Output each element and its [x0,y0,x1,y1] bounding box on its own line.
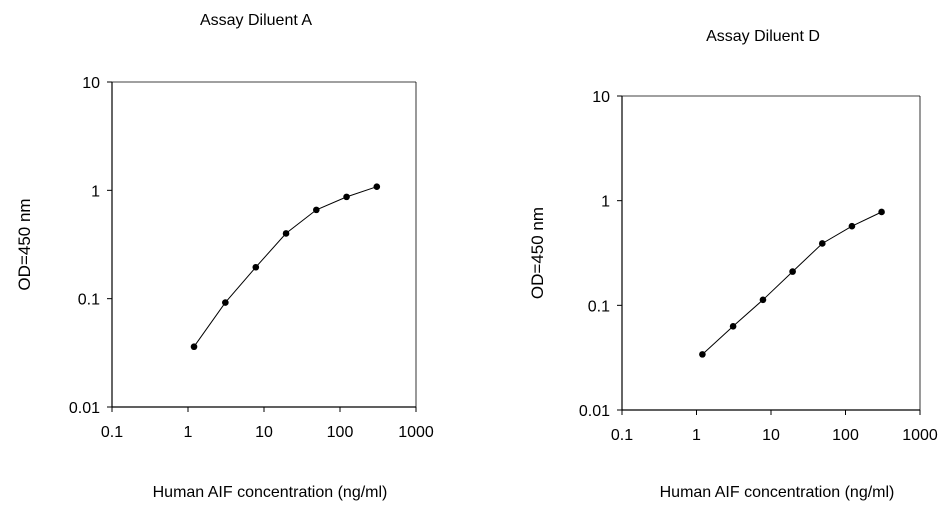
x-tick-label: 1000 [398,424,434,441]
x-tick-label: 1 [184,424,193,441]
x-tick-label: 100 [327,424,354,441]
x-tick-label: 1 [692,427,701,444]
data-point [729,323,737,330]
chart-title: Assay Diluent A [200,12,312,29]
y-tick-label: 0.01 [69,400,100,417]
data-point [222,299,229,306]
data-point [343,193,350,201]
data-point [313,206,320,214]
chart-panel-1: Assay Diluent A0.1 1 10 100 10000.010.1110Hu… [15,12,434,501]
y-tick-label: 1 [601,194,610,211]
x-tick-label: 0.1 [101,424,123,441]
data-point [190,343,198,351]
data-point [759,296,767,304]
y-tick-label: 0.1 [588,298,610,315]
y-tick-label: 0.1 [78,292,100,309]
x-tick-label: 100 [832,427,859,444]
y-tick-label: 1 [91,183,100,200]
series-line [702,211,882,355]
y-tick-label: 10 [592,89,610,106]
y-tick-label: 10 [82,75,100,92]
series-line [193,186,377,347]
x-axis-label: Human AIF concentration (ng/ml) [153,484,388,501]
data-point [373,183,381,191]
x-axis-label: Human AIF concentration (ng/ml) [660,484,895,501]
data-point [252,263,260,271]
x-tick-label: 1000 [902,427,938,444]
chart-title: Assay Diluent D [706,28,820,45]
data-point [878,208,885,216]
data-point [699,351,706,358]
x-tick-label: 0.1 [611,427,633,444]
data-point [789,268,796,275]
data-point [818,240,826,247]
data-point [848,222,856,230]
x-tick-label: 10 [762,427,780,444]
x-tick-label: 10 [255,424,273,441]
y-axis-label: OD=450 nm [15,198,34,290]
chart-panel-2: Assay Diluent D0.1 1 10 100 10000.010.1110Hu… [528,28,938,501]
data-point [282,230,290,237]
y-axis-label: OD=450 nm [528,207,547,299]
y-tick-label: 0.01 [579,403,610,420]
